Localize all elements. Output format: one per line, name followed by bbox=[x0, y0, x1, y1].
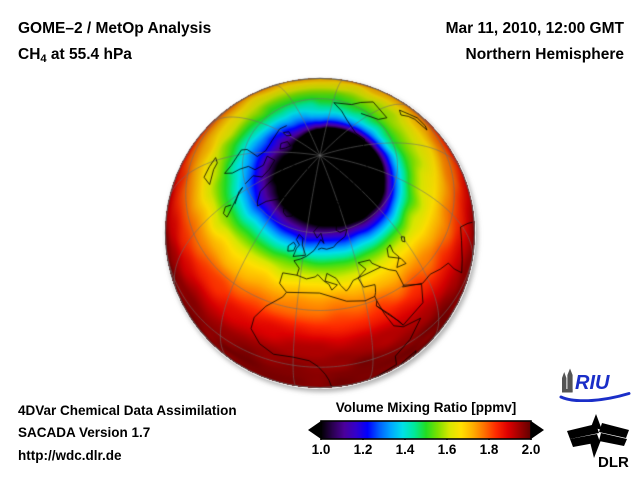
header-region: Northern Hemisphere bbox=[465, 46, 624, 63]
globe-canvas bbox=[164, 77, 476, 389]
colorbar-tick-1.8: 1.8 bbox=[479, 442, 499, 457]
header-species-line: CH4 at 55.4 hPa bbox=[18, 42, 211, 68]
colorbar-tickmarks bbox=[320, 439, 532, 440]
colorbar-tick-1.6: 1.6 bbox=[437, 442, 457, 457]
colorbar-left-arrow bbox=[308, 421, 321, 439]
colorbar: Volume Mixing Ratio [ppmv] 1.0 1.2 1.4 1.6 1… bbox=[300, 400, 552, 460]
dlr-logo: DLR bbox=[567, 414, 629, 470]
colorbar-tick-2.0: 2.0 bbox=[521, 442, 541, 457]
footer-url: http://wdc.dlr.de bbox=[18, 447, 122, 463]
header-right-title: Mar 11, 2010, 12:00 GMT Northern Hemisph… bbox=[446, 16, 624, 68]
species-name: CH bbox=[18, 46, 41, 63]
riu-logo: RIU bbox=[559, 368, 631, 402]
riu-spires-icon bbox=[562, 368, 573, 393]
colorbar-right-arrow bbox=[531, 421, 544, 439]
colorbar-body bbox=[320, 420, 532, 440]
riu-logo-text: RIU bbox=[575, 372, 610, 394]
footer-method: 4DVar Chemical Data Assimilation bbox=[18, 402, 237, 418]
colorbar-tick-1.4: 1.4 bbox=[395, 442, 415, 457]
globe-map bbox=[164, 77, 476, 389]
header-instrument-line: GOME–2 / MetOp Analysis bbox=[18, 20, 212, 37]
colorbar-tick-1.0: 1.0 bbox=[311, 442, 331, 457]
colorbar-gradient-svg bbox=[308, 420, 544, 440]
colorbar-tick-labels: 1.0 1.2 1.4 1.6 1.8 2.0 bbox=[307, 442, 545, 460]
dlr-mark-icon bbox=[567, 414, 629, 458]
colorbar-title: Volume Mixing Ratio [ppmv] bbox=[335, 400, 517, 415]
footer-version: SACADA Version 1.7 bbox=[18, 425, 151, 440]
species-level: at 55.4 hPa bbox=[46, 46, 132, 63]
header-left-title: GOME–2 / MetOp Analysis CH4 at 55.4 hPa bbox=[18, 16, 211, 68]
species-subscript: 4 bbox=[40, 53, 47, 66]
dlr-logo-text: DLR bbox=[598, 454, 629, 470]
colorbar-strip bbox=[307, 420, 545, 440]
riu-swoosh-icon bbox=[559, 392, 631, 402]
header-datetime: Mar 11, 2010, 12:00 GMT bbox=[445, 20, 624, 37]
footer-credits: 4DVar Chemical Data Assimilation SACADA … bbox=[18, 400, 237, 468]
colorbar-tick-1.2: 1.2 bbox=[353, 442, 373, 457]
